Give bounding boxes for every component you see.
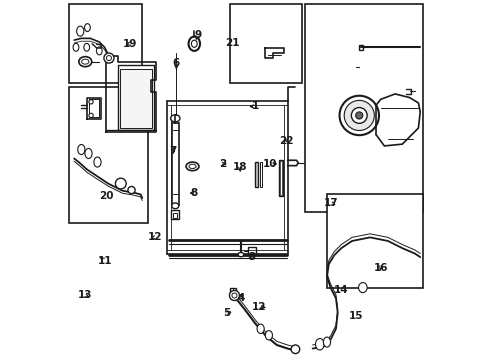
- Text: 13: 13: [78, 291, 92, 301]
- Bar: [255, 162, 258, 187]
- Bar: [230, 4, 301, 83]
- Bar: [230, 288, 235, 296]
- Text: 5: 5: [223, 308, 230, 318]
- Bar: [358, 45, 362, 50]
- Bar: [259, 162, 262, 187]
- Ellipse shape: [191, 40, 197, 47]
- Ellipse shape: [231, 293, 237, 298]
- Ellipse shape: [81, 59, 89, 64]
- Ellipse shape: [106, 55, 111, 60]
- Text: 20: 20: [99, 191, 113, 201]
- Bar: [69, 87, 147, 223]
- Ellipse shape: [257, 324, 264, 333]
- Ellipse shape: [185, 162, 199, 171]
- Ellipse shape: [94, 157, 101, 167]
- Text: 3: 3: [247, 252, 255, 262]
- Bar: [278, 160, 282, 196]
- Text: 12: 12: [251, 302, 265, 312]
- Ellipse shape: [315, 338, 324, 350]
- Text: 17: 17: [324, 198, 338, 208]
- Text: 18: 18: [232, 162, 247, 172]
- Ellipse shape: [290, 345, 299, 354]
- Ellipse shape: [115, 178, 126, 189]
- Ellipse shape: [78, 144, 85, 154]
- Bar: [171, 211, 179, 220]
- Ellipse shape: [351, 108, 366, 123]
- Ellipse shape: [128, 186, 135, 194]
- Text: 4: 4: [237, 293, 244, 303]
- Bar: [172, 213, 177, 219]
- Text: 1: 1: [251, 102, 258, 112]
- Ellipse shape: [89, 100, 93, 104]
- Bar: [247, 247, 255, 255]
- Text: 11: 11: [97, 256, 112, 266]
- Text: 6: 6: [172, 58, 180, 68]
- Ellipse shape: [84, 24, 90, 32]
- Ellipse shape: [83, 43, 89, 51]
- Ellipse shape: [188, 37, 200, 51]
- Ellipse shape: [89, 113, 93, 118]
- Bar: [326, 194, 422, 288]
- Text: 19: 19: [122, 39, 137, 49]
- Ellipse shape: [339, 96, 378, 135]
- Ellipse shape: [229, 291, 239, 301]
- Ellipse shape: [355, 112, 362, 119]
- Ellipse shape: [171, 203, 179, 209]
- Ellipse shape: [170, 115, 180, 122]
- Text: 10: 10: [262, 159, 276, 169]
- Bar: [120, 69, 152, 128]
- Bar: [305, 4, 422, 212]
- Bar: [118, 65, 154, 130]
- Ellipse shape: [85, 148, 92, 158]
- Bar: [69, 4, 142, 83]
- Text: 2: 2: [219, 159, 226, 169]
- Ellipse shape: [265, 330, 272, 340]
- Ellipse shape: [79, 57, 92, 67]
- Ellipse shape: [344, 100, 373, 131]
- Text: 15: 15: [348, 311, 362, 321]
- Text: 12: 12: [147, 232, 162, 242]
- Bar: [279, 161, 281, 195]
- Text: 14: 14: [333, 285, 348, 296]
- Text: 16: 16: [373, 263, 387, 273]
- Bar: [171, 123, 179, 205]
- Text: 9: 9: [194, 30, 201, 40]
- Text: 7: 7: [169, 146, 176, 156]
- Text: 8: 8: [190, 188, 198, 198]
- Ellipse shape: [104, 53, 114, 63]
- Ellipse shape: [77, 26, 83, 36]
- Text: 22: 22: [279, 136, 293, 145]
- Ellipse shape: [323, 337, 330, 347]
- Ellipse shape: [96, 47, 102, 55]
- Ellipse shape: [358, 283, 366, 293]
- Ellipse shape: [188, 164, 196, 168]
- Ellipse shape: [238, 252, 244, 257]
- Ellipse shape: [73, 43, 79, 51]
- Text: 21: 21: [224, 38, 239, 48]
